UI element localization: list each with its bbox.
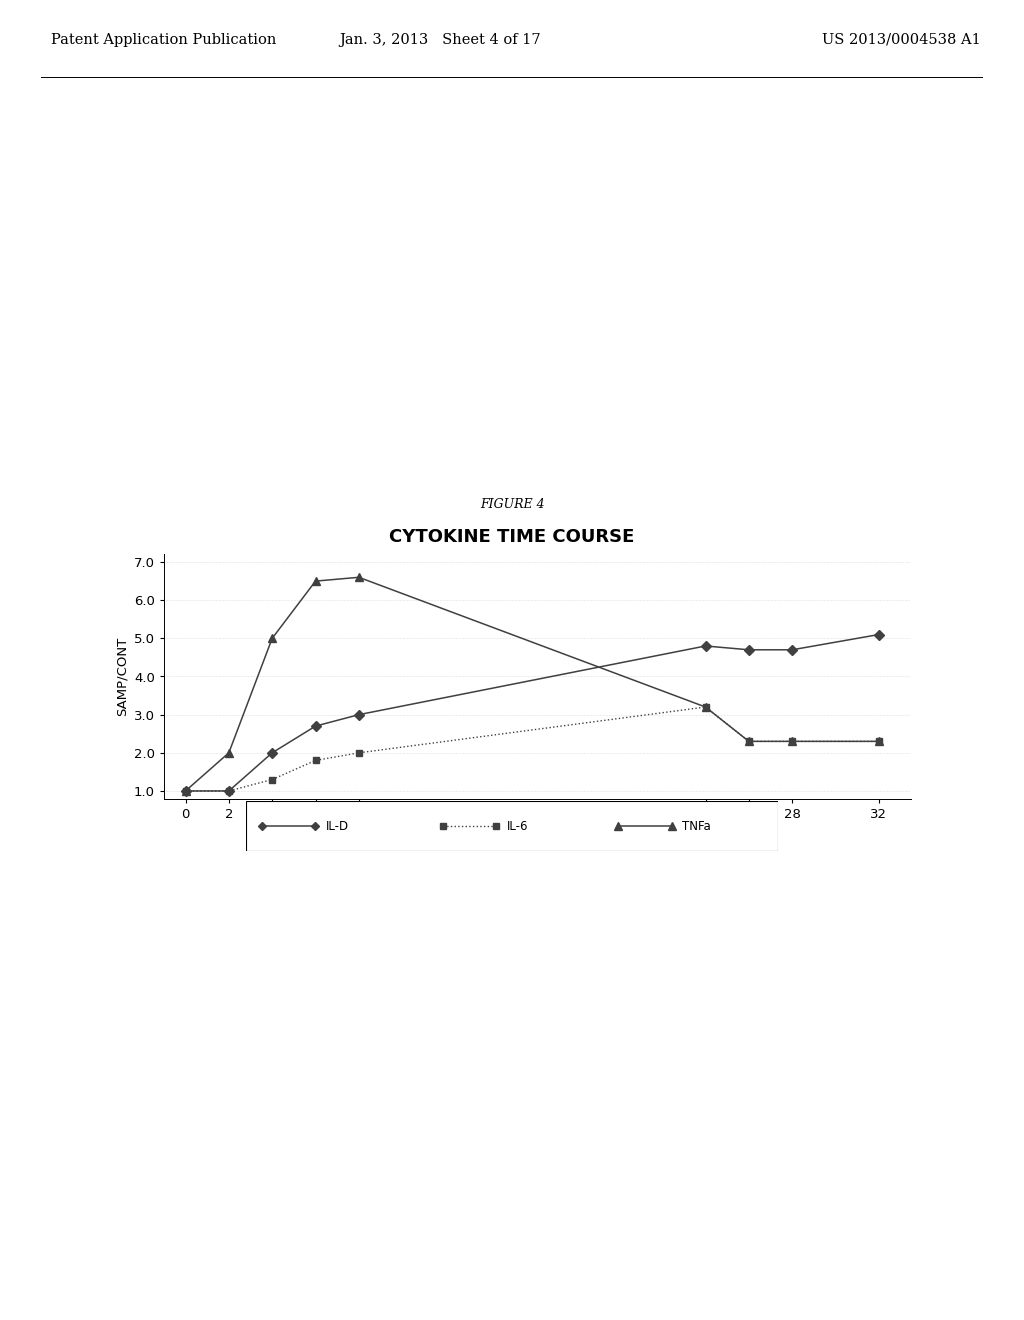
Text: IL-6: IL-6 bbox=[507, 820, 528, 833]
Text: FIGURE 4: FIGURE 4 bbox=[479, 498, 545, 511]
FancyBboxPatch shape bbox=[246, 801, 778, 851]
TNFa bbox=[222, 744, 234, 760]
TNFa bbox=[699, 700, 712, 715]
Text: Jan. 3, 2013   Sheet 4 of 17: Jan. 3, 2013 Sheet 4 of 17 bbox=[340, 33, 541, 48]
IL-D bbox=[786, 642, 799, 657]
IL-D bbox=[352, 706, 365, 722]
Line: IL-D: IL-D bbox=[182, 631, 883, 795]
TNFa bbox=[179, 783, 191, 799]
IL-6 bbox=[266, 772, 279, 788]
X-axis label: HOURS: HOURS bbox=[511, 828, 564, 842]
Text: IL-D: IL-D bbox=[326, 820, 349, 833]
Text: CYTOKINE TIME COURSE: CYTOKINE TIME COURSE bbox=[389, 528, 635, 546]
Line: IL-6: IL-6 bbox=[182, 704, 882, 795]
IL-6 bbox=[309, 752, 322, 768]
TNFa bbox=[266, 631, 279, 647]
Line: TNFa: TNFa bbox=[181, 573, 883, 795]
IL-D bbox=[309, 718, 322, 734]
IL-6 bbox=[786, 734, 799, 750]
IL-D bbox=[742, 642, 755, 657]
IL-6 bbox=[179, 783, 191, 799]
TNFa bbox=[742, 734, 755, 750]
IL-6 bbox=[352, 744, 365, 760]
IL-D bbox=[179, 783, 191, 799]
Text: Patent Application Publication: Patent Application Publication bbox=[51, 33, 276, 48]
Text: TNFa: TNFa bbox=[682, 820, 711, 833]
Y-axis label: SAMP/CONT: SAMP/CONT bbox=[116, 636, 128, 717]
IL-D bbox=[266, 744, 279, 760]
IL-6 bbox=[222, 783, 234, 799]
TNFa bbox=[872, 734, 885, 750]
IL-D bbox=[872, 627, 885, 643]
IL-6 bbox=[742, 734, 755, 750]
IL-D bbox=[699, 638, 712, 653]
TNFa bbox=[786, 734, 799, 750]
IL-6 bbox=[699, 700, 712, 715]
Text: US 2013/0004538 A1: US 2013/0004538 A1 bbox=[821, 33, 981, 48]
IL-D bbox=[222, 783, 234, 799]
IL-6 bbox=[872, 734, 885, 750]
TNFa bbox=[352, 569, 365, 585]
TNFa bbox=[309, 573, 322, 589]
